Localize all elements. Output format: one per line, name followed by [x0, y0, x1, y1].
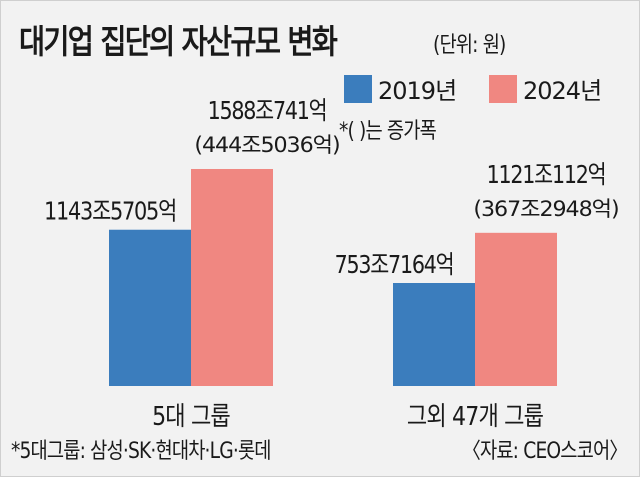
value-label: 1121조112억: [487, 160, 606, 189]
value-label: 1143조5705억: [44, 197, 176, 226]
bar-2019-other47: [393, 283, 475, 386]
chart-title: 대기업 집단의 자산규모 변화: [19, 22, 338, 61]
bar-2019-top5: [109, 229, 191, 386]
value-label: 1588조741억: [208, 96, 327, 125]
increase-label: (444조5036억): [194, 133, 339, 157]
legend-item-2019: 2019년: [344, 71, 457, 106]
value-label: 753조7164억: [335, 250, 454, 279]
category-label-top5: 5대 그룹: [152, 402, 231, 432]
bar-2024-other47: [475, 232, 557, 386]
legend-item-2024: 2024년: [489, 71, 602, 106]
footnote: *5대그룹: 삼성·SK·현대차·LG·롯데: [11, 439, 272, 464]
legend-label-2019: 2019년: [378, 77, 457, 105]
source-label: 〈자료: CEO스코어〉: [461, 439, 628, 464]
legend-label-2024: 2024년: [523, 77, 602, 105]
increase-label: (367조2948억): [473, 197, 618, 221]
category-label-other47: 그외 47개 그룹: [406, 402, 544, 432]
increase-note: *( )는 증가폭: [339, 119, 437, 144]
legend-swatch-2019: [344, 74, 372, 103]
bar-2024-top5: [191, 168, 273, 386]
legend-swatch-2024: [489, 74, 517, 103]
unit-label: (단위: 원): [433, 33, 506, 58]
